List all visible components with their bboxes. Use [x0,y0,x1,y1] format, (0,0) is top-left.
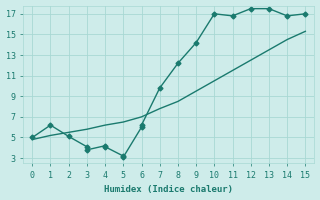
X-axis label: Humidex (Indice chaleur): Humidex (Indice chaleur) [104,185,233,194]
